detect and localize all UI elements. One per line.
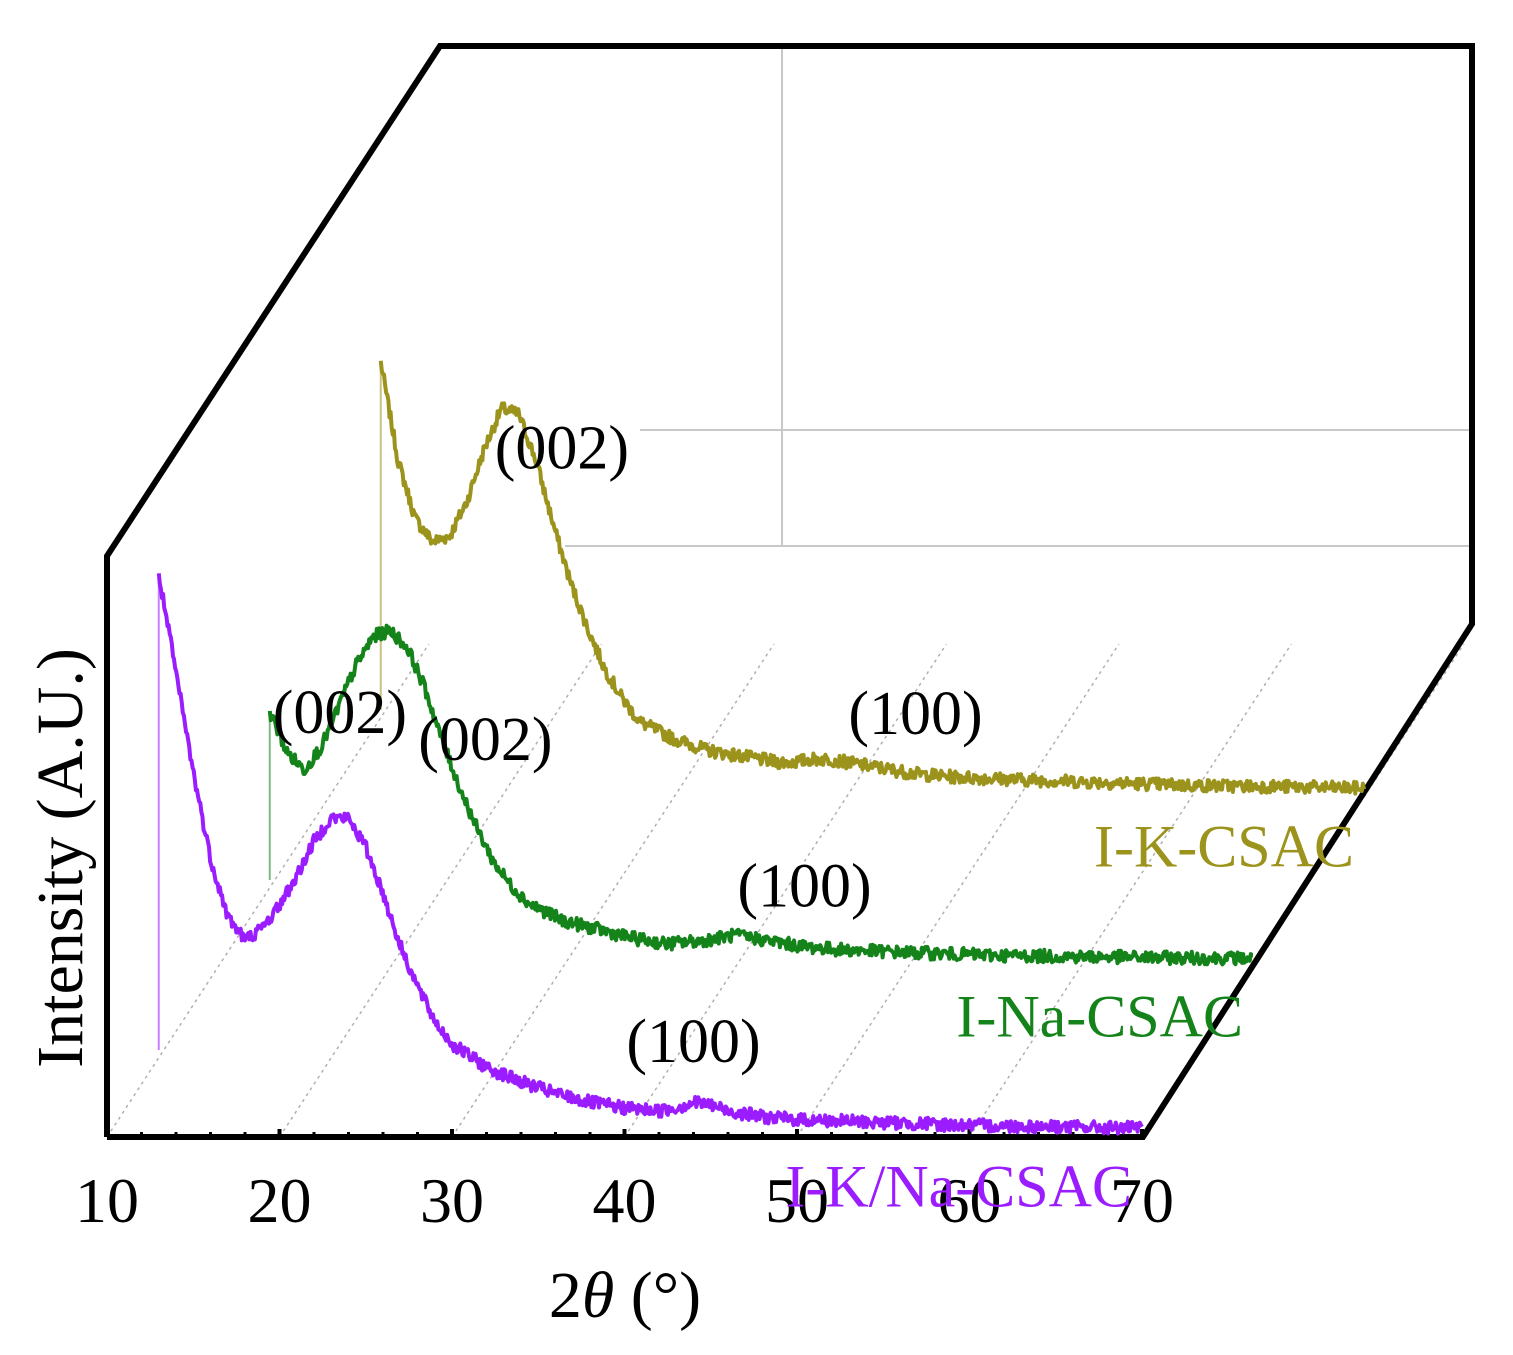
series-i-k-csac: (002) (100) I-K-CSAC: [378, 360, 1366, 879]
peak-label: (100): [626, 1008, 760, 1076]
floor-depth-gridline: [451, 643, 775, 1138]
x-tick-label: 20: [248, 1165, 312, 1236]
floor-depth-gridline: [796, 643, 1120, 1138]
x-tick-label: 10: [75, 1165, 139, 1236]
series-line: [156, 573, 1144, 1136]
floor-depth-gridline: [106, 643, 430, 1138]
floor-grid: [106, 643, 1465, 1138]
x-tick-label: 60: [938, 1165, 1002, 1236]
chart-frame: [104, 43, 1475, 1140]
series-label: I-K/Na-CSAC: [785, 1153, 1132, 1219]
series-line: [267, 623, 1254, 967]
series-i-k-na-csac: (002) (100) I-K/Na-CSAC: [156, 573, 1144, 1219]
series-layer: (002)(100)I-K-CSAC(002)(100)I-Na-CSAC(00…: [156, 360, 1366, 1219]
series-label: I-K-CSAC: [1094, 813, 1354, 879]
peak-label: (002): [273, 679, 407, 747]
back-grid: [565, 46, 1472, 547]
floor-depth-gridline: [278, 643, 603, 1138]
peak-label: (002): [418, 706, 552, 774]
floor-depth-gridline: [623, 643, 948, 1138]
x-tick-label: 30: [420, 1165, 484, 1236]
peak-label: (100): [848, 680, 982, 748]
y-axis-title: Intensity (A.U.): [24, 648, 97, 1068]
series-i-na-csac: (002) (100) I-Na-CSAC: [267, 623, 1254, 1049]
series-line: [378, 360, 1366, 796]
series-label: I-Na-CSAC: [956, 983, 1243, 1049]
floor-depth-gridline: [968, 643, 1293, 1138]
x-axis-title: 2θ (°): [549, 1259, 701, 1332]
x-tick-label: 40: [593, 1165, 657, 1236]
x-tick-label: 50: [765, 1165, 829, 1236]
peak-label: (100): [737, 853, 871, 921]
x-tick-label: 70: [1110, 1165, 1174, 1236]
peak-label: (002): [495, 414, 629, 482]
x-axis-ticks: 10 20 30 40 50 60 70: [75, 1129, 1174, 1236]
